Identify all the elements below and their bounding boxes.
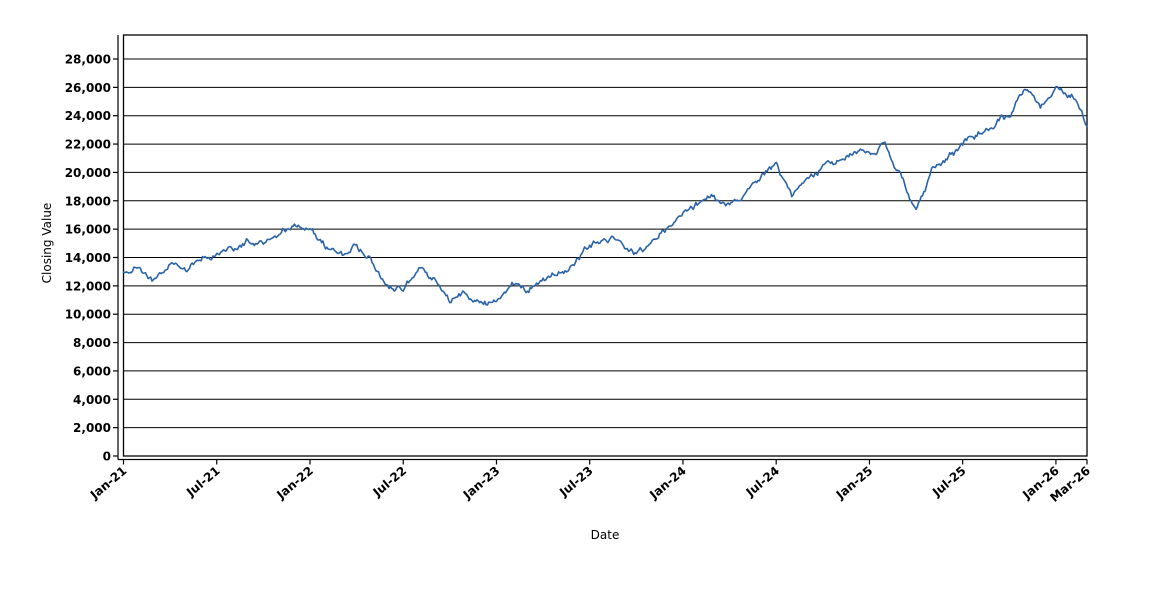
y-tick-label: 6,000 [73,364,111,378]
x-tick-label: Jul-25 [929,464,968,500]
y-axis-title: Closing Value [40,202,54,284]
y-tick-label: 12,000 [65,279,111,293]
y-tick-label: 14,000 [65,251,111,265]
x-tick-label: Jan-25 [833,464,876,503]
x-tick-label: Jul-22 [370,464,409,500]
y-tick-label: 18,000 [65,194,111,208]
x-axis-title: Date [590,528,620,542]
y-tick-label: 26,000 [65,81,111,95]
y-tick-label: 16,000 [65,223,111,237]
y-tick-label: 24,000 [65,109,111,123]
y-tick-label: 28,000 [65,53,111,67]
y-tick-label: 22,000 [65,138,111,152]
series-line [122,85,1088,306]
x-tick-label: Jan-23 [460,464,503,503]
y-tick-label: 0 [103,450,111,464]
x-tick-label: Jan-24 [646,464,689,503]
y-tick-label: 10,000 [65,308,111,322]
plot-border [122,34,1088,457]
y-tick-label: 2,000 [73,421,111,435]
y-tick-label: 8,000 [73,336,111,350]
x-tick-label: Jan-21 [87,464,130,503]
x-tick-label: Jul-24 [743,464,782,500]
x-tick-label: Jul-23 [556,464,595,500]
y-tick-label: 20,000 [65,166,111,180]
x-tick-label: Jan-22 [273,464,316,503]
y-tick-label: 4,000 [73,393,111,407]
x-tick-label: Jul-21 [183,464,222,500]
